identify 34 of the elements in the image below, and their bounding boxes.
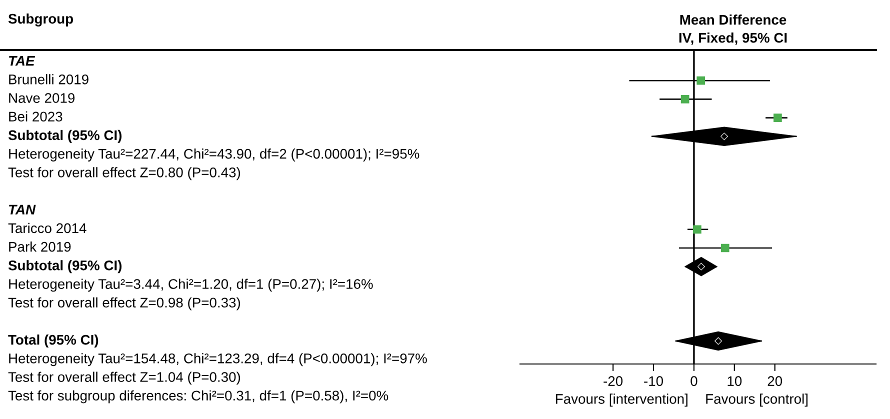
y-axis-title: Subgroup (8, 13, 74, 27)
x-tick-label: 0 (690, 376, 698, 386)
point (774, 114, 782, 122)
y-tick-label: Bei 2023 (9, 111, 62, 122)
y-tick-label: Test for overall effect Z=0.80 (P=0.43) (8, 167, 240, 180)
y-tick-label: Heterogeneity Tau²=154.48, Chi²=123.29, df=4 (P<0.00001); I²=97% (9, 353, 427, 366)
y-tick-label: Test for overall effect Z=1.04 (P=0.30) (8, 372, 240, 385)
point (696, 76, 705, 85)
y-tick-label: Taricco 2014 (8, 222, 86, 234)
y-tick-label: Heterogeneity Tau²=227.44, Chi²=43.90, df=2 (P<0.00001); I²=95% (9, 148, 420, 162)
chart-subtitle: IV, Fixed, 95% CI (679, 32, 787, 45)
y-tick-label: Subtotal (95% CI) (8, 260, 122, 274)
point (714, 337, 722, 345)
annotation: Favours [intervention] (556, 394, 688, 407)
y-tick-label: Brunelli 2019 (9, 74, 88, 84)
x-tick-label: -20 (604, 376, 623, 386)
y-tick-label: Park 2019 (9, 242, 71, 252)
y-tick-label: Heterogeneity Tau²=3.44, Chi²=1.20, df=1 (P=0.27); I²=16% (9, 278, 373, 292)
point (693, 225, 702, 234)
x-tick-label: 10 (728, 376, 742, 386)
y-tick-label: Test for overall effect Z=0.98 (P=0.33) (8, 297, 240, 310)
x-tick-label: -10 (644, 376, 663, 386)
y-tick-label: TAE (8, 56, 36, 66)
y-tick-label: Total (95% CI) (8, 334, 98, 348)
y-tick-label: Test for subgroup diferences: Chi²=0.31, df=1 (P=0.58), I²=0% (8, 390, 388, 404)
annotation: Favours [control] (706, 394, 808, 407)
point (720, 132, 728, 140)
y-tick-label: Nave 2019 (9, 93, 75, 103)
y-tick-label: TAN (8, 204, 36, 214)
point (720, 244, 730, 252)
y-tick-label: Subtotal (95% CI) (8, 130, 122, 143)
chart-title: Mean Difference (680, 14, 786, 25)
x-tick-label: 20 (768, 376, 782, 386)
point (680, 95, 690, 104)
